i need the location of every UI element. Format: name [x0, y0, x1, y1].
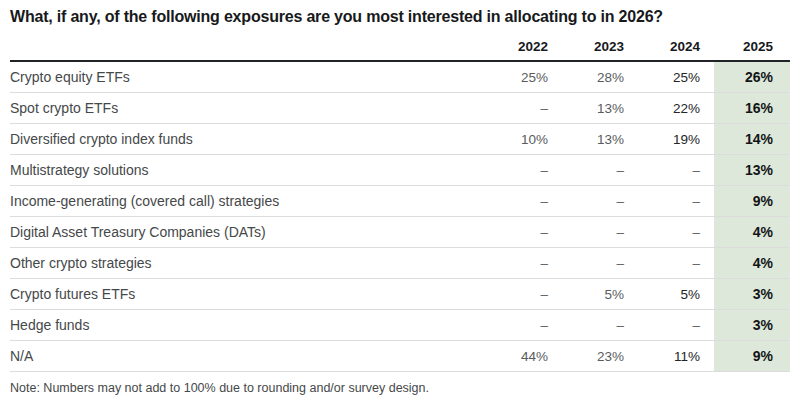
value-2023: 13% [548, 101, 624, 116]
table-row: Other crypto strategies – – – 4% [10, 248, 790, 279]
value-2024: 22% [624, 101, 700, 116]
value-2022: 10% [472, 132, 548, 147]
value-2024: 5% [624, 287, 700, 302]
header-2025: 2025 [714, 39, 790, 54]
table-row: Crypto futures ETFs – 5% 5% 3% [10, 279, 790, 310]
value-2023: – [548, 225, 624, 240]
value-2025-highlighted: 16% [714, 93, 790, 123]
table-header-row: 2022 2023 2024 2025 [10, 26, 790, 62]
value-2025-highlighted: 9% [714, 186, 790, 216]
value-2022: – [472, 101, 548, 116]
footnote: Note: Numbers may not add to 100% due to… [10, 381, 790, 395]
header-2023: 2023 [548, 39, 624, 54]
table-row: Income-generating (covered call) strateg… [10, 186, 790, 217]
row-label: Multistrategy solutions [10, 162, 472, 178]
table-row: Diversified crypto index funds 10% 13% 1… [10, 124, 790, 155]
row-label: Crypto equity ETFs [10, 69, 472, 85]
value-2023: 13% [548, 132, 624, 147]
row-label: N/A [10, 348, 472, 364]
value-2024: – [624, 318, 700, 333]
row-label: Spot crypto ETFs [10, 100, 472, 116]
value-2024: 19% [624, 132, 700, 147]
table-row: Digital Asset Treasury Companies (DATs) … [10, 217, 790, 248]
value-2025-highlighted: 13% [714, 155, 790, 185]
table-row: Crypto equity ETFs 25% 28% 25% 26% [10, 62, 790, 93]
row-label: Diversified crypto index funds [10, 131, 472, 147]
value-2025-highlighted: 26% [714, 62, 790, 92]
table-row: Hedge funds – – – 3% [10, 310, 790, 341]
value-2024: – [624, 256, 700, 271]
value-2025-highlighted: 14% [714, 124, 790, 154]
row-label: Hedge funds [10, 317, 472, 333]
value-2025-highlighted: 4% [714, 248, 790, 278]
header-2022: 2022 [472, 39, 548, 54]
value-2023: – [548, 194, 624, 209]
value-2024: 11% [624, 349, 700, 364]
header-2024: 2024 [624, 39, 700, 54]
value-2025-highlighted: 9% [714, 341, 790, 371]
value-2023: – [548, 256, 624, 271]
value-2024: – [624, 225, 700, 240]
value-2022: – [472, 256, 548, 271]
value-2022: – [472, 318, 548, 333]
value-2023: – [548, 318, 624, 333]
value-2022: 25% [472, 70, 548, 85]
page-title: What, if any, of the following exposures… [10, 8, 790, 26]
row-label: Digital Asset Treasury Companies (DATs) [10, 224, 472, 240]
value-2022: 44% [472, 349, 548, 364]
row-label: Crypto futures ETFs [10, 286, 472, 302]
value-2025-highlighted: 4% [714, 217, 790, 247]
row-label: Other crypto strategies [10, 255, 472, 271]
value-2023: 23% [548, 349, 624, 364]
table-row: N/A 44% 23% 11% 9% [10, 341, 790, 372]
table-row: Multistrategy solutions – – – 13% [10, 155, 790, 186]
survey-table-figure: What, if any, of the following exposures… [0, 0, 800, 395]
value-2024: – [624, 194, 700, 209]
value-2024: – [624, 163, 700, 178]
value-2024: 25% [624, 70, 700, 85]
value-2022: – [472, 194, 548, 209]
value-2022: – [472, 225, 548, 240]
row-label: Income-generating (covered call) strateg… [10, 193, 472, 209]
value-2023: – [548, 163, 624, 178]
value-2023: 5% [548, 287, 624, 302]
value-2023: 28% [548, 70, 624, 85]
table-row: Spot crypto ETFs – 13% 22% 16% [10, 93, 790, 124]
value-2022: – [472, 163, 548, 178]
value-2025-highlighted: 3% [714, 279, 790, 309]
value-2025-highlighted: 3% [714, 310, 790, 340]
value-2022: – [472, 287, 548, 302]
